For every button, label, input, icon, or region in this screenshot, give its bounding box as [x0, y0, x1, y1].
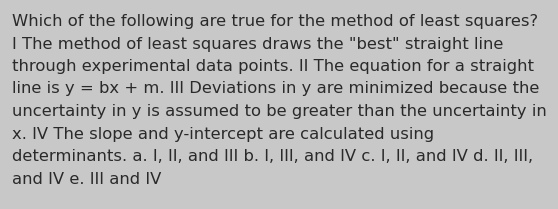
- Text: through experimental data points. II The equation for a straight: through experimental data points. II The…: [12, 59, 534, 74]
- Text: Which of the following are true for the method of least squares?: Which of the following are true for the …: [12, 14, 538, 29]
- Text: x. IV The slope and y-intercept are calculated using: x. IV The slope and y-intercept are calc…: [12, 126, 434, 141]
- Text: determinants. a. I, II, and III b. I, III, and IV c. I, II, and IV d. II, III,: determinants. a. I, II, and III b. I, II…: [12, 149, 533, 164]
- Text: I The method of least squares draws the "best" straight line: I The method of least squares draws the …: [12, 37, 503, 51]
- Text: uncertainty in y is assumed to be greater than the uncertainty in: uncertainty in y is assumed to be greate…: [12, 104, 547, 119]
- Text: line is y = bx + m. III Deviations in y are minimized because the: line is y = bx + m. III Deviations in y …: [12, 82, 540, 97]
- Text: and IV e. III and IV: and IV e. III and IV: [12, 172, 161, 186]
